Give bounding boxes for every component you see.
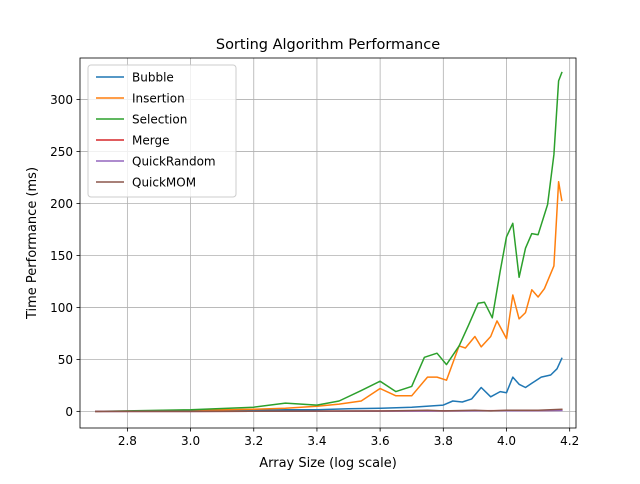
- x-tick-label: 4.0: [497, 434, 516, 448]
- y-axis-ticks: 0 50 100 150 200 250 300: [50, 93, 80, 419]
- legend-label-bubble: Bubble: [132, 71, 174, 85]
- y-tick-label: 250: [50, 145, 73, 159]
- legend-label-insertion: Insertion: [132, 92, 185, 106]
- chart-title: Sorting Algorithm Performance: [216, 37, 440, 53]
- x-tick-label: 3.0: [181, 434, 200, 448]
- y-axis-label: Time Performance (ms): [25, 167, 40, 320]
- x-tick-label: 3.8: [434, 434, 453, 448]
- legend-label-quickrandom: QuickRandom: [132, 155, 216, 169]
- legend-label-selection: Selection: [132, 113, 187, 127]
- legend-frame: [87, 64, 237, 198]
- grid-lines: [80, 58, 576, 428]
- legend-label-merge: Merge: [132, 134, 169, 148]
- x-tick-label: 4.2: [560, 434, 579, 448]
- y-tick-label: 150: [50, 249, 73, 263]
- series-line-selection: [95, 71, 563, 413]
- series-lines: [95, 71, 563, 413]
- y-tick-label: 50: [58, 353, 73, 367]
- legend-label-quickmom: QuickMOM: [132, 176, 196, 190]
- series-line-bubble: [95, 357, 563, 413]
- y-tick-label: 300: [50, 93, 73, 107]
- x-tick-label: 3.4: [307, 434, 326, 448]
- x-tick-label: 3.6: [371, 434, 390, 448]
- x-axis-ticks: 2.8 3.0 3.2 3.4 3.6 3.8 4.0 4.2: [118, 428, 579, 448]
- y-tick-label: 200: [50, 197, 73, 211]
- series-line-insertion: [95, 180, 563, 413]
- x-tick-label: 2.8: [118, 434, 137, 448]
- y-tick-label: 100: [50, 301, 73, 315]
- y-tick-label: 0: [65, 405, 73, 419]
- axes-frame: [79, 57, 577, 429]
- legend: Bubble Insertion Selection Merge QuickRandom…: [87, 64, 237, 198]
- x-tick-label: 3.2: [244, 434, 263, 448]
- x-axis-label: Array Size (log scale): [259, 456, 397, 471]
- series-line-quickmom: [95, 408, 563, 413]
